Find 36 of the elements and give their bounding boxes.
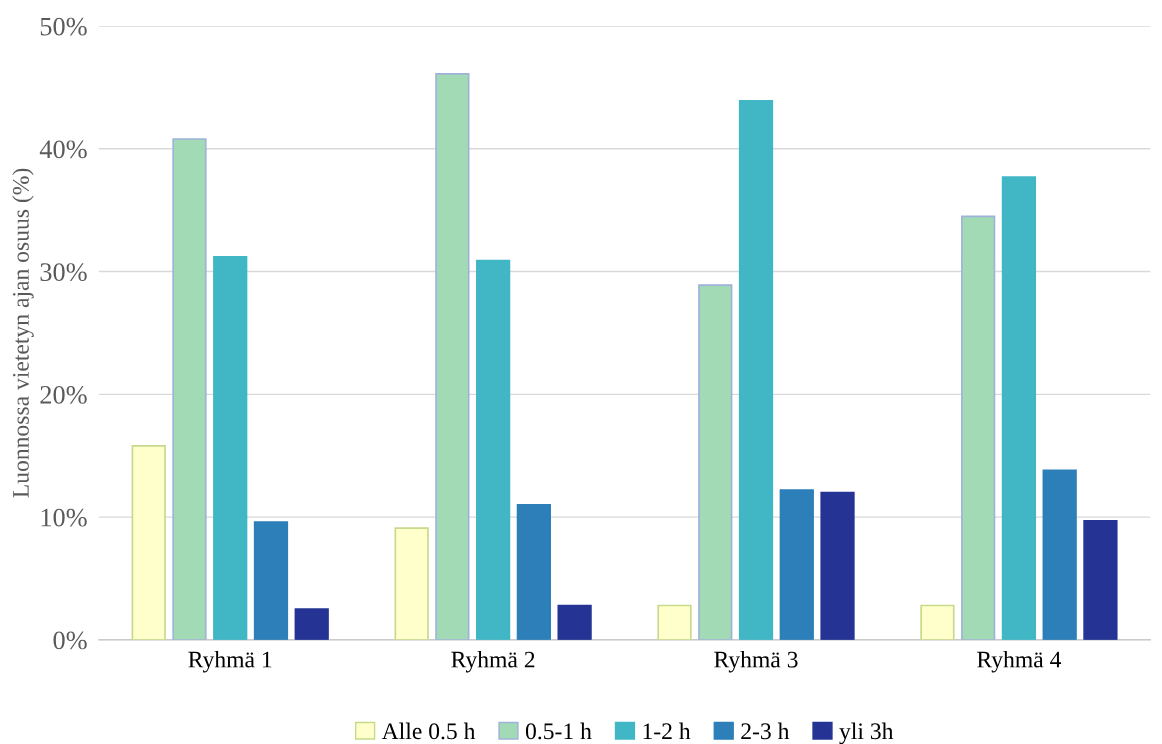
x-tick-label: Ryhmä 4 bbox=[977, 650, 1062, 673]
bar bbox=[961, 215, 996, 640]
x-tick-label: Ryhmä 3 bbox=[714, 650, 798, 673]
legend-label: 0.5-1 h bbox=[525, 722, 592, 740]
bar bbox=[779, 489, 814, 640]
legend-label: 2-3 h bbox=[741, 722, 790, 740]
bar bbox=[738, 100, 774, 640]
legend-label: 1-2 h bbox=[643, 722, 691, 739]
x-tick-label: Ryhmä 1 bbox=[188, 650, 272, 673]
bar bbox=[435, 73, 470, 640]
bar bbox=[516, 503, 552, 640]
bar bbox=[475, 259, 511, 640]
bar bbox=[1001, 176, 1037, 640]
bar bbox=[920, 604, 955, 640]
bar bbox=[1042, 469, 1077, 640]
bar bbox=[657, 604, 692, 640]
y-tick-label: 30% bbox=[40, 263, 87, 282]
bar bbox=[294, 608, 329, 640]
bar bbox=[131, 445, 166, 640]
y-axis-title: Luonnossa vietetyn ajan osuus (%) bbox=[12, 168, 34, 498]
bar bbox=[698, 284, 733, 640]
bar bbox=[820, 491, 855, 640]
y-tick-label: 20% bbox=[40, 385, 87, 404]
legend-label: yli 3h bbox=[839, 722, 894, 744]
y-tick-label: 0% bbox=[53, 631, 87, 650]
bar bbox=[253, 521, 289, 640]
y-tick-label: 10% bbox=[41, 508, 87, 527]
y-tick-label: 50% bbox=[40, 17, 87, 36]
bar bbox=[1083, 519, 1118, 640]
x-tick-label: Ryhmä 2 bbox=[451, 650, 535, 673]
bar bbox=[557, 604, 592, 640]
bar bbox=[172, 138, 207, 640]
bar bbox=[394, 527, 429, 640]
y-tick-label: 40% bbox=[39, 140, 87, 159]
bar bbox=[213, 255, 248, 640]
legend-label: Alle 0.5 h bbox=[381, 722, 476, 740]
